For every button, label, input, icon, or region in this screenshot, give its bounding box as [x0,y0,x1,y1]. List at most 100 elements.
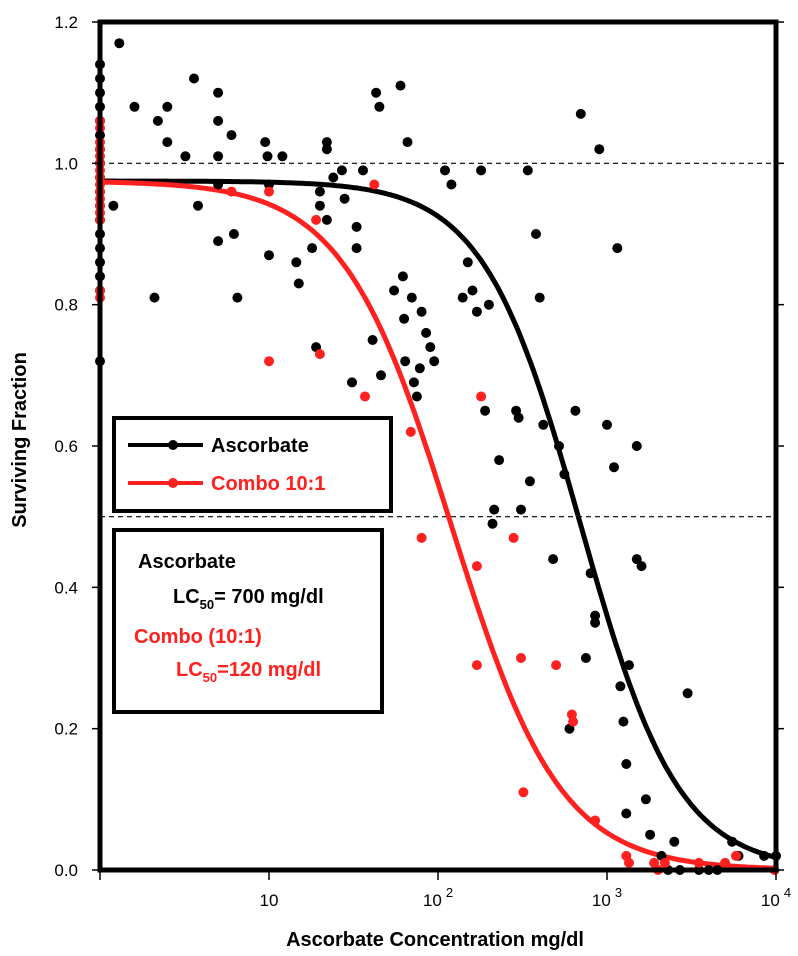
data-point-ascorbate [389,285,400,296]
data-point-ascorbate [213,151,224,162]
data-point-ascorbate [262,151,273,162]
data-point-ascorbate [189,73,199,84]
data-point-ascorbate [524,476,535,487]
data-point-ascorbate [397,271,408,282]
data-point-ascorbate [336,165,347,176]
data-point-ascorbate [213,115,224,126]
data-point-ascorbate [483,299,494,310]
data-point-ascorbate [408,377,419,388]
data-point-ascorbate [534,292,545,303]
data-point-ascorbate [531,229,541,239]
data-point-ascorbate [367,335,378,345]
data-point-ascorbate [321,214,332,225]
data-point-ascorbate [264,179,274,190]
data-point-ascorbate [559,469,570,480]
data-point-ascorbate [636,561,647,572]
data-point-ascorbate [471,306,482,317]
data-point-ascorbate [358,165,368,176]
data-point-ascorbate [108,200,119,211]
data-point-ascorbate [114,38,125,49]
lc50-annotation: Ascorbate LC50= 700 mg/dl Combo (10:1) L… [112,528,384,714]
data-point-ascorbate [602,419,612,430]
y-tick-label: 0.6 [54,437,78,456]
data-point-ascorbate [226,130,237,141]
data-point-combo [226,186,237,197]
data-point-ascorbate [631,441,642,451]
data-point-ascorbate [400,356,411,367]
data-point-ascorbate [548,554,559,565]
data-point-ascorbate [440,165,450,176]
data-point-ascorbate [328,172,339,183]
data-point-ascorbate [457,292,468,303]
data-point-ascorbate [129,101,140,112]
data-point-ascorbate [487,518,498,529]
data-point-combo [471,660,482,671]
data-point-ascorbate [351,243,362,254]
data-point-ascorbate [575,108,586,119]
data-point-ascorbate [264,250,274,261]
data-point-ascorbate [321,144,332,155]
data-point-ascorbate [260,137,271,148]
data-point-combo [369,179,380,190]
data-point-ascorbate [347,377,357,388]
fit-curve-ascorbate [100,178,777,860]
data-point-combo [659,857,670,868]
data-point-combo [405,426,416,437]
data-point-ascorbate [727,836,738,847]
data-point-ascorbate [371,87,382,98]
data-point-ascorbate [416,306,427,317]
y-tick-label: 1.0 [54,154,78,173]
x-tick-labels: 10 10 2 10 3 10 4 [260,885,792,910]
data-point-ascorbate [645,829,656,840]
data-point-ascorbate [307,243,318,254]
data-point-ascorbate [554,441,564,451]
legend-box [112,416,393,513]
data-point-ascorbate [590,617,601,628]
data-point-ascorbate [462,257,473,268]
data-point-ascorbate [277,151,288,162]
data-point-ascorbate [580,653,591,663]
data-point-ascorbate [162,137,173,148]
data-point-ascorbate [594,144,605,155]
data-point-ascorbate [489,504,500,515]
data-point-combo [731,850,741,861]
data-point-combo [508,532,519,543]
data-point-ascorbate [291,257,302,268]
data-point-ascorbate [395,80,406,91]
legend-entry-combo: Combo 10:1 [128,473,325,495]
data-point-ascorbate [609,462,619,473]
axis-ticks [92,21,784,880]
y-tick-label: 0.2 [54,720,78,739]
data-point-ascorbate [149,292,160,303]
data-point-combo [624,857,634,868]
annotation-combo-title: Combo (10:1) [134,626,262,648]
y-tick-label: 0.0 [54,861,78,880]
data-point-combo [360,391,370,402]
data-point-ascorbate [429,356,440,367]
data-point-ascorbate [374,101,385,112]
x-tick-label: 10 [260,891,279,910]
annotation-ascorbate-lc50: LC50= 700 mg/dl [173,586,324,612]
data-point-ascorbate [421,327,432,338]
data-point-combo [720,857,731,868]
x-tick-label: 10 4 [761,885,791,910]
data-point-ascorbate [494,455,505,466]
data-point-combo [311,214,322,225]
data-point-combo [264,186,274,197]
data-point-ascorbate [476,165,487,176]
data-point-ascorbate [631,554,642,565]
legend-label-ascorbate: Ascorbate [211,435,309,457]
x-axis-title: Ascorbate Concentration mg/dl [286,929,584,951]
data-point-combo [476,391,487,402]
data-point-ascorbate [406,292,417,303]
data-point-ascorbate [293,278,304,289]
data-point-ascorbate [180,151,191,162]
data-point-ascorbate [513,412,524,423]
data-point-ascorbate [516,504,526,515]
y-tick-labels: 0.0 0.2 0.4 0.6 0.8 1.0 1.2 [54,13,78,880]
annotation-ascorbate-title: Ascorbate [138,551,236,573]
data-point-combo [518,787,529,798]
data-point-ascorbate [621,759,632,769]
legend-marker-combo [168,478,178,488]
legend: Ascorbate Combo 10:1 [112,416,393,513]
